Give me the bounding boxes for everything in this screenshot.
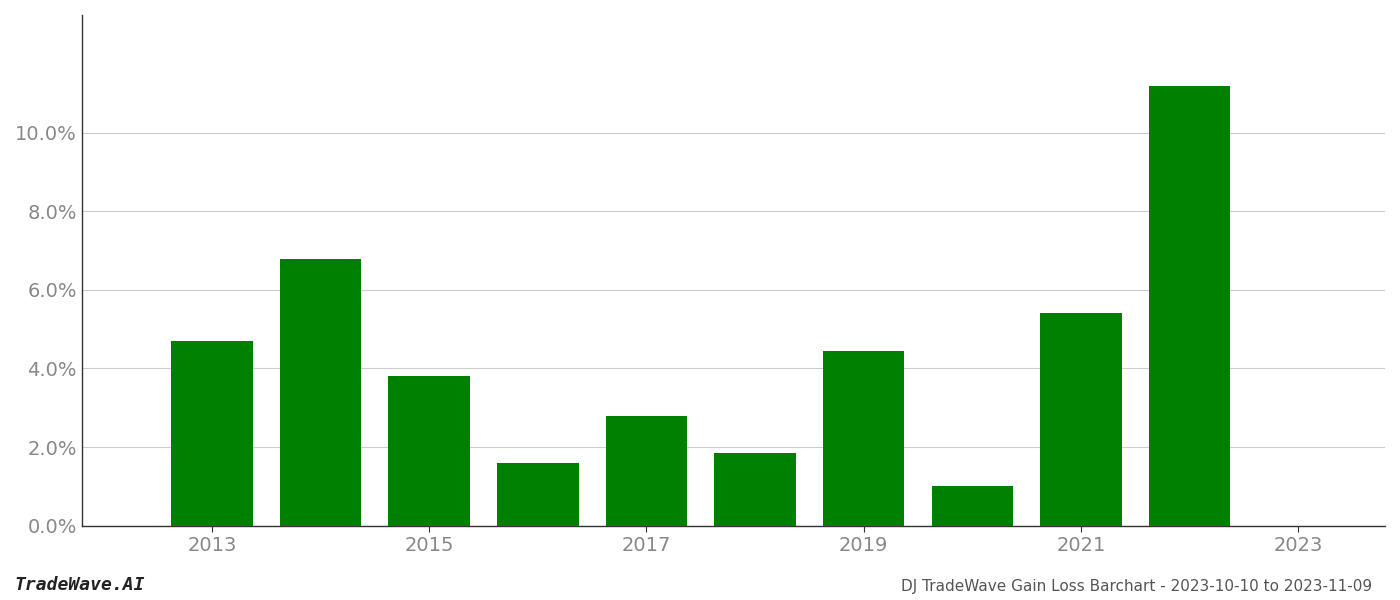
Text: DJ TradeWave Gain Loss Barchart - 2023-10-10 to 2023-11-09: DJ TradeWave Gain Loss Barchart - 2023-1… xyxy=(900,579,1372,594)
Bar xyxy=(171,341,252,526)
Bar xyxy=(606,416,687,526)
Bar xyxy=(1149,86,1231,526)
Bar xyxy=(823,351,904,526)
Text: TradeWave.AI: TradeWave.AI xyxy=(14,576,144,594)
Bar xyxy=(280,259,361,526)
Bar xyxy=(497,463,578,526)
Bar xyxy=(388,376,470,526)
Bar xyxy=(931,487,1014,526)
Bar xyxy=(1040,313,1121,526)
Bar xyxy=(714,453,795,526)
